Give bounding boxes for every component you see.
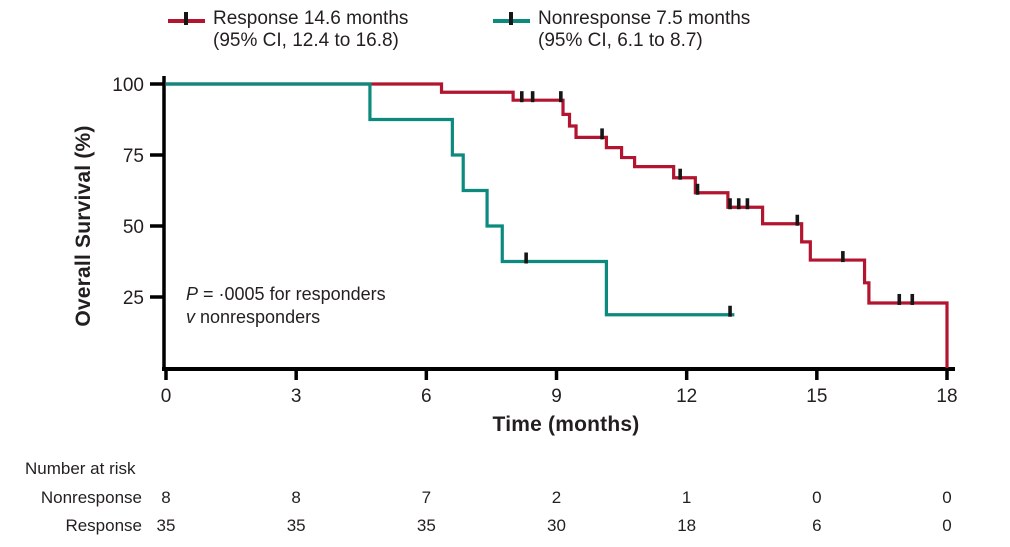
response-censor-mark xyxy=(695,183,700,195)
response-censor-mark xyxy=(559,91,563,103)
nonresponse-censor-mark xyxy=(728,305,732,317)
response-legend-swatch xyxy=(168,8,205,34)
censor-tick-icon xyxy=(509,12,513,25)
x-tick-label: 18 xyxy=(936,386,957,407)
v-text: nonresponders xyxy=(195,307,321,327)
response-survival-curve xyxy=(166,82,949,368)
y-tick-label: 75 xyxy=(123,146,144,167)
response-censor-mark xyxy=(530,91,535,103)
x-tick-label: 3 xyxy=(291,386,302,407)
legend-entry-nonresponse: Nonresponse 7.5 months (95% CI, 6.1 to 8… xyxy=(493,8,750,52)
response-censor-mark xyxy=(678,168,682,180)
response-censor-mark xyxy=(728,198,732,210)
y-tick-label: 100 xyxy=(112,75,144,96)
legend-entry-response: Response 14.6 months (95% CI, 12.4 to 16… xyxy=(168,8,408,52)
p-symbol: P xyxy=(186,284,199,304)
response-censor-mark xyxy=(795,214,800,226)
legend-response-ci: (95% CI, 12.4 to 16.8) xyxy=(213,30,399,51)
response-censor-mark xyxy=(910,293,915,305)
legend-nonresponse-ci: (95% CI, 6.1 to 8.7) xyxy=(538,30,703,51)
x-tick-label: 0 xyxy=(161,386,172,407)
nonresponse-legend-swatch xyxy=(493,8,530,34)
nonresponse-censor-mark xyxy=(524,252,528,264)
x-tick-label: 15 xyxy=(806,386,827,407)
response-censor-mark xyxy=(519,91,524,103)
y-tick-label: 25 xyxy=(123,288,144,309)
x-tick-label: 12 xyxy=(676,386,697,407)
response-censor-mark xyxy=(841,251,845,263)
x-tick-label: 9 xyxy=(551,386,562,407)
response-censor-mark xyxy=(600,128,604,140)
response-censor-mark xyxy=(745,198,750,210)
x-tick-label: 6 xyxy=(421,386,432,407)
legend-nonresponse-label: Nonresponse 7.5 months xyxy=(538,8,751,29)
p-text: = ·0005 for responders xyxy=(198,284,386,304)
y-tick-label: 50 xyxy=(123,217,144,238)
censor-tick-icon xyxy=(184,12,188,25)
response-censor-mark xyxy=(897,293,902,305)
nonresponse-survival-curve xyxy=(166,82,735,317)
x-axis-title: Time (months) xyxy=(492,413,640,436)
v-symbol: v xyxy=(186,307,195,327)
response-censor-mark xyxy=(736,198,741,210)
p-value-note: P = ·0005 for responders v nonresponders xyxy=(186,283,386,329)
legend-response-label: Response 14.6 months xyxy=(213,8,409,29)
